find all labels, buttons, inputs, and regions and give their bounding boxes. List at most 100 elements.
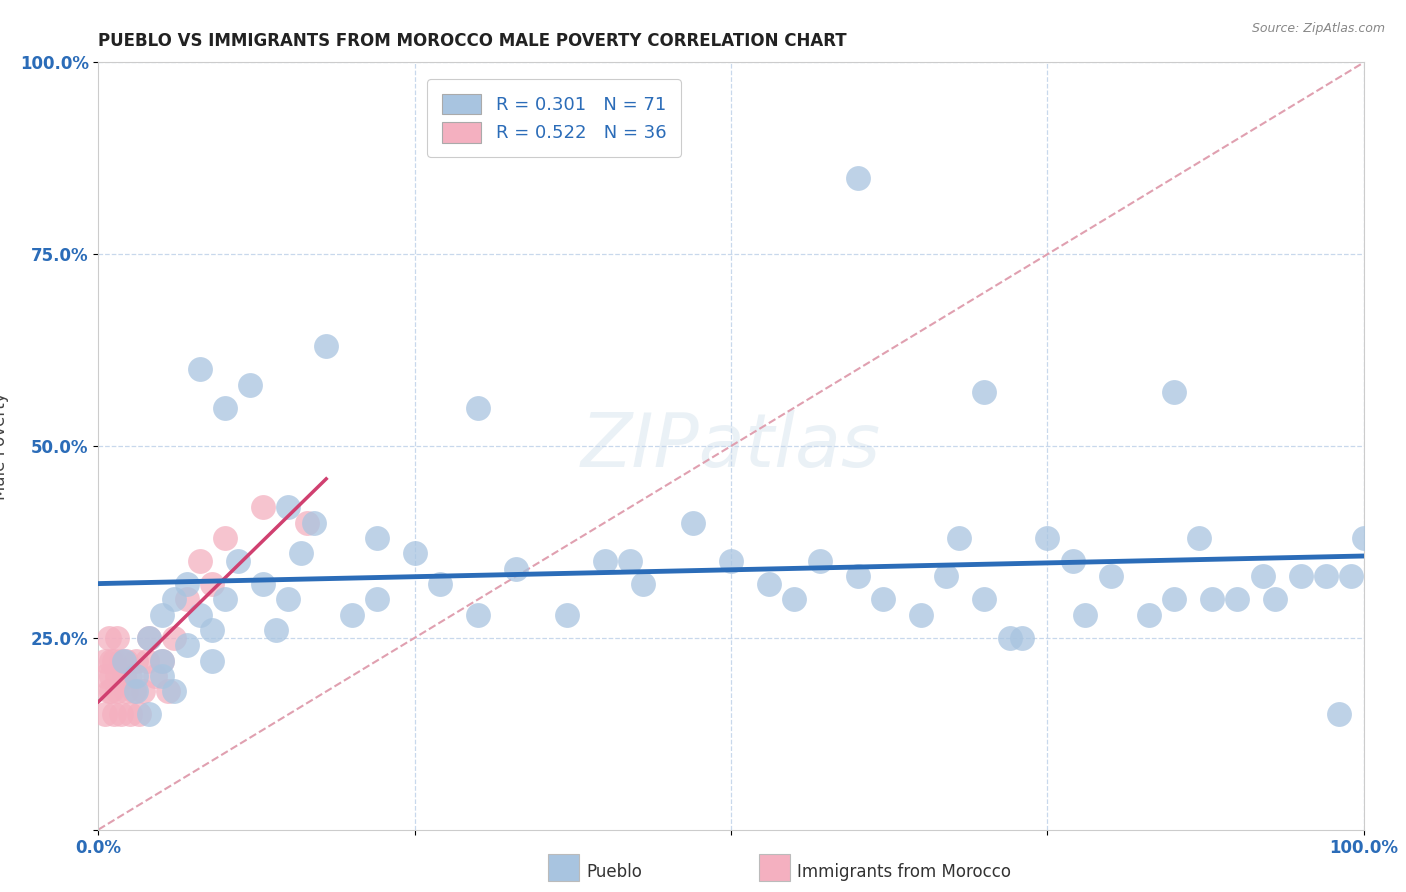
- Point: [112, 669, 135, 683]
- Legend: R = 0.301   N = 71, R = 0.522   N = 36: R = 0.301 N = 71, R = 0.522 N = 36: [427, 79, 681, 157]
- Point: [593, 554, 616, 568]
- Point: [125, 684, 148, 698]
- Point: [297, 516, 319, 530]
- Point: [846, 170, 869, 185]
- Point: [97, 631, 120, 645]
- Point: [290, 546, 312, 560]
- Point: [100, 684, 122, 698]
- Point: [1188, 531, 1211, 545]
- Text: Source: ZipAtlas.com: Source: ZipAtlas.com: [1251, 22, 1385, 36]
- Point: [1226, 592, 1249, 607]
- Point: [214, 531, 236, 545]
- Point: [1036, 531, 1059, 545]
- Point: [112, 654, 135, 668]
- Point: [1011, 631, 1033, 645]
- Point: [758, 577, 780, 591]
- Point: [100, 654, 122, 668]
- Point: [120, 669, 141, 683]
- Point: [103, 707, 125, 722]
- Point: [115, 654, 138, 668]
- Point: [163, 631, 186, 645]
- Point: [103, 654, 125, 668]
- Point: [302, 516, 325, 530]
- Point: [366, 592, 388, 607]
- Point: [555, 607, 578, 622]
- Point: [1289, 569, 1312, 583]
- Point: [157, 684, 180, 698]
- Text: ZIPatlas: ZIPatlas: [581, 410, 882, 482]
- Point: [100, 669, 122, 683]
- Point: [201, 623, 224, 637]
- Point: [948, 531, 970, 545]
- Point: [97, 684, 120, 698]
- Point: [239, 377, 262, 392]
- Point: [682, 516, 704, 530]
- Point: [1201, 592, 1223, 607]
- Point: [107, 631, 129, 645]
- Point: [138, 707, 160, 722]
- Point: [150, 654, 173, 668]
- Point: [1353, 531, 1375, 545]
- Point: [163, 592, 186, 607]
- Point: [808, 554, 831, 568]
- Point: [176, 639, 198, 653]
- Point: [910, 607, 932, 622]
- Point: [935, 569, 957, 583]
- Point: [783, 592, 806, 607]
- Point: [1327, 707, 1350, 722]
- Point: [720, 554, 742, 568]
- Point: [201, 577, 224, 591]
- Point: [125, 669, 148, 683]
- Point: [163, 684, 186, 698]
- Point: [315, 339, 337, 353]
- Point: [107, 684, 129, 698]
- Point: [150, 607, 173, 622]
- Point: [505, 562, 527, 576]
- Point: [150, 669, 173, 683]
- Point: [429, 577, 451, 591]
- Point: [1137, 607, 1160, 622]
- Point: [110, 654, 132, 668]
- Point: [973, 592, 995, 607]
- Point: [252, 500, 274, 515]
- Point: [1163, 385, 1185, 400]
- Point: [214, 592, 236, 607]
- Point: [1099, 569, 1122, 583]
- Point: [340, 607, 363, 622]
- Text: Immigrants from Morocco: Immigrants from Morocco: [797, 863, 1011, 881]
- Point: [846, 569, 869, 583]
- Point: [1163, 592, 1185, 607]
- Point: [1074, 607, 1097, 622]
- Point: [872, 592, 894, 607]
- Point: [467, 401, 489, 415]
- Point: [1315, 569, 1337, 583]
- Point: [93, 669, 117, 683]
- Point: [1251, 569, 1274, 583]
- Point: [467, 607, 489, 622]
- Point: [188, 362, 211, 376]
- Point: [145, 669, 166, 683]
- Point: [188, 607, 211, 622]
- Point: [135, 654, 157, 668]
- Point: [120, 707, 141, 722]
- Point: [631, 577, 654, 591]
- Point: [1062, 554, 1084, 568]
- Text: Pueblo: Pueblo: [586, 863, 643, 881]
- Point: [1340, 569, 1362, 583]
- Point: [138, 631, 160, 645]
- Point: [252, 577, 274, 591]
- Point: [125, 654, 148, 668]
- Point: [176, 592, 198, 607]
- Point: [404, 546, 426, 560]
- Point: [188, 554, 211, 568]
- Point: [226, 554, 249, 568]
- Point: [128, 707, 150, 722]
- Point: [998, 631, 1021, 645]
- Point: [619, 554, 641, 568]
- Point: [1264, 592, 1286, 607]
- Text: PUEBLO VS IMMIGRANTS FROM MOROCCO MALE POVERTY CORRELATION CHART: PUEBLO VS IMMIGRANTS FROM MOROCCO MALE P…: [98, 32, 846, 50]
- Point: [176, 577, 198, 591]
- Y-axis label: Male Poverty: Male Poverty: [0, 392, 8, 500]
- Point: [107, 669, 129, 683]
- Point: [366, 531, 388, 545]
